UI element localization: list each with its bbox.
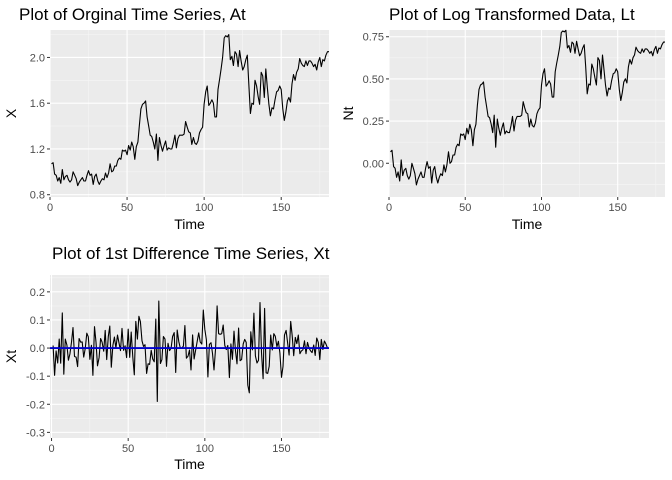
y-tick-label: -0.1 <box>26 371 45 383</box>
x-tick-label: 100 <box>195 202 213 214</box>
chart-panel-2: 0 50 100 150 0.00 0.25 0.50 0.75 Plot of Log Tra… <box>340 5 665 232</box>
y-axis-label: X <box>3 108 19 118</box>
x-tick-label: 50 <box>459 202 471 214</box>
series-line-1 <box>52 300 329 403</box>
x-axis-label: Time <box>174 456 205 472</box>
chart-title: Plot of Orginal Time Series, At <box>19 5 246 24</box>
x-tick-label: 0 <box>386 202 392 214</box>
x-axis-label: Time <box>512 216 543 232</box>
y-tick-label: 1.6 <box>30 98 45 110</box>
series-line-1 <box>51 34 329 187</box>
y-tick-label: 0.25 <box>363 116 384 128</box>
series-line-1 <box>390 29 665 186</box>
x-tick-label: 0 <box>47 202 53 214</box>
y-tick-label: 0.00 <box>363 158 384 170</box>
x-tick-label: 150 <box>609 202 627 214</box>
y-tick-label: 0.75 <box>363 32 384 44</box>
x-tick-label: 50 <box>121 202 133 214</box>
y-tick-label: 2.0 <box>30 52 45 64</box>
y-tick-label: 0.8 <box>30 190 45 202</box>
x-tick-label: 100 <box>196 443 214 455</box>
y-tick-label: 0.2 <box>30 287 45 299</box>
y-axis-label: Nt <box>340 106 356 120</box>
y-tick-label: 1.2 <box>30 144 45 156</box>
x-axis-label: Time <box>174 216 205 232</box>
x-tick-label: 150 <box>272 443 290 455</box>
x-tick-label: 100 <box>532 202 550 214</box>
y-tick-label: 0.50 <box>363 74 384 86</box>
y-axis-label: Xt <box>3 350 19 363</box>
chart-title: Plot of 1st Difference Time Series, Xt <box>52 244 330 263</box>
chart-panel-1: 0 50 100 150 0.8 1.2 1.6 2.0 Plot of Orginal Tim… <box>3 5 329 232</box>
y-tick-label: -0.3 <box>26 427 45 439</box>
y-tick-label: -0.2 <box>26 399 45 411</box>
x-tick-label: 150 <box>272 202 290 214</box>
chart-panel-3: 0 50 100 150 -0.3 -0.2 -0.1 0.0 0.1 0.2 Plot of 1s… <box>3 244 330 472</box>
x-tick-label: 50 <box>122 443 134 455</box>
y-tick-label: 0.0 <box>30 343 45 355</box>
y-tick-label: 0.1 <box>30 315 45 327</box>
chart-title: Plot of Log Transformed Data, Lt <box>389 5 635 24</box>
x-tick-label: 0 <box>48 443 54 455</box>
